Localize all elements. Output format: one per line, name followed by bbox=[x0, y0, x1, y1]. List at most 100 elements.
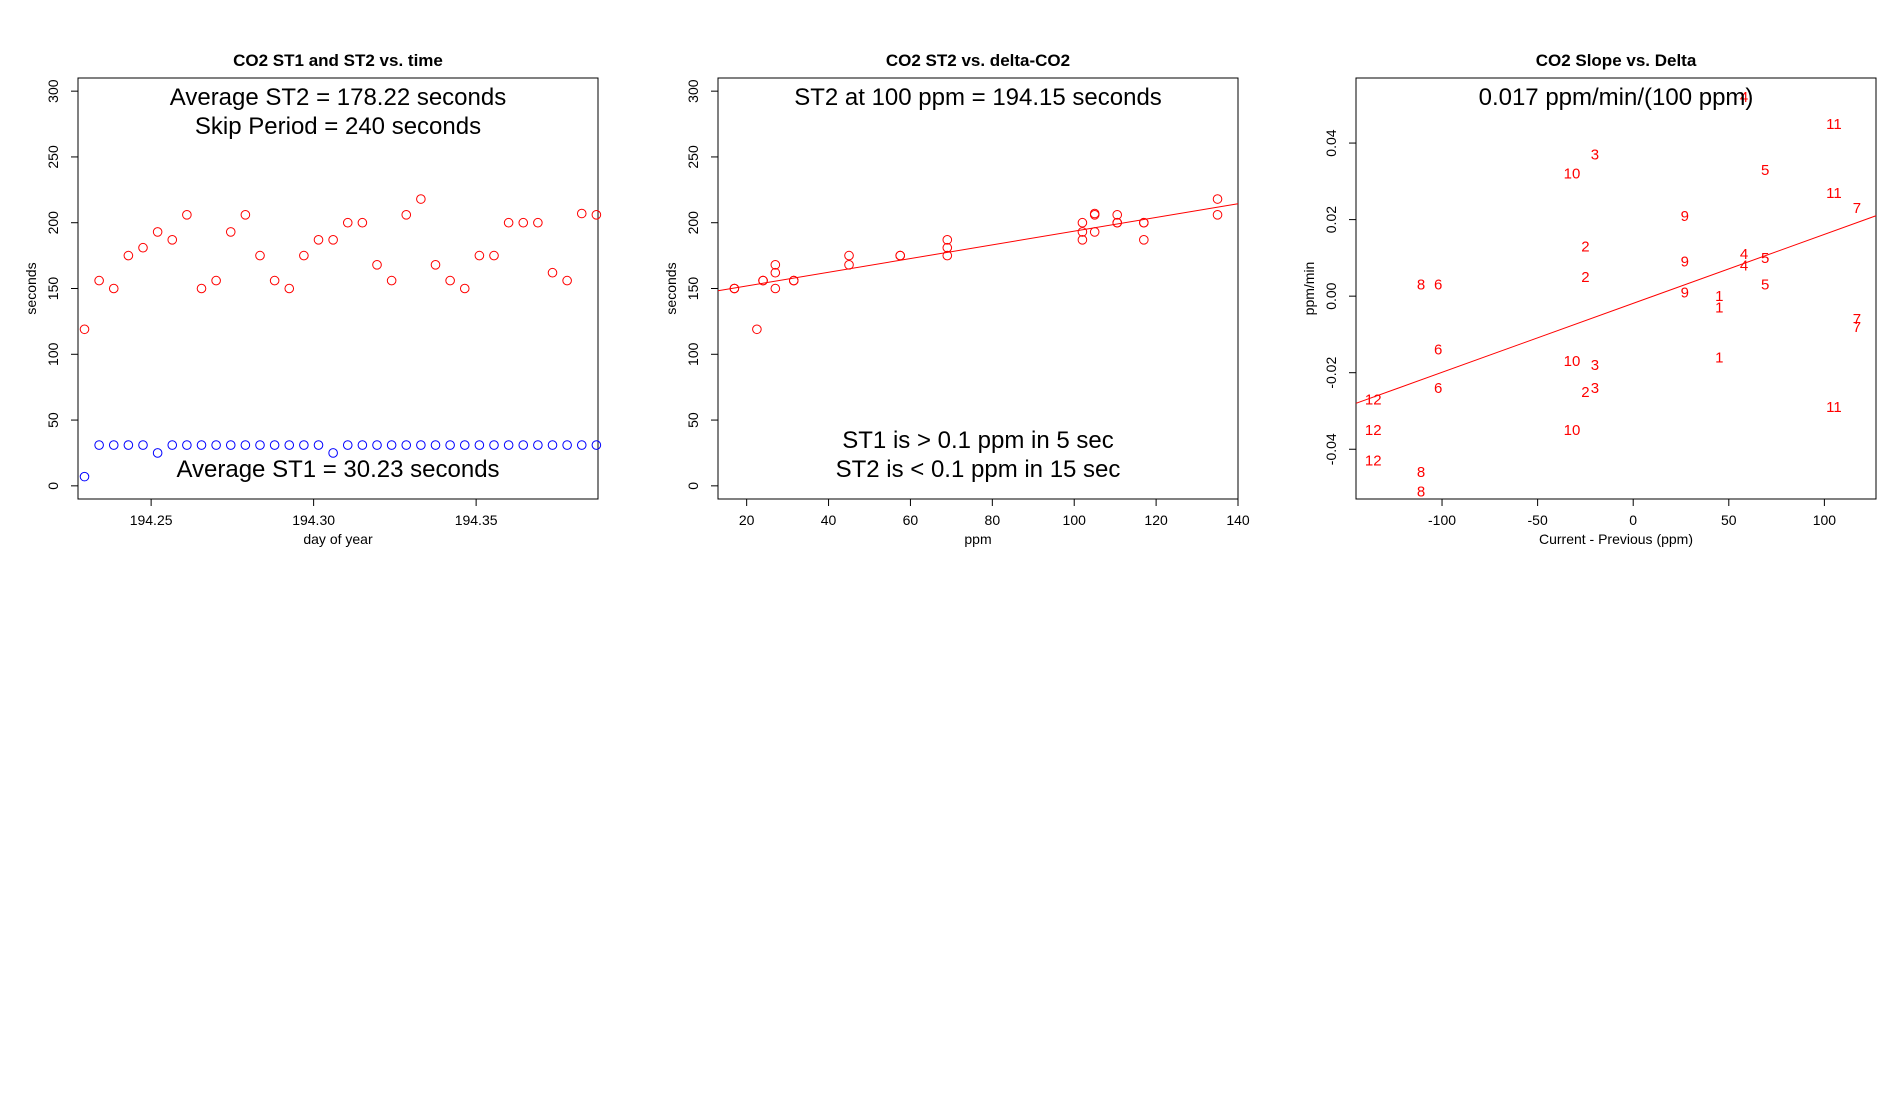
point-label: 4 bbox=[1740, 258, 1748, 275]
point-st2 bbox=[1112, 210, 1123, 220]
point-st2 bbox=[138, 242, 148, 253]
y-tick-label: 0 bbox=[685, 482, 701, 490]
point-st2 bbox=[79, 324, 90, 335]
point-st2 bbox=[416, 194, 426, 204]
point-st1 bbox=[357, 440, 368, 450]
point-st1 bbox=[269, 440, 280, 450]
point-st2 bbox=[182, 210, 192, 220]
point-st1 bbox=[240, 440, 251, 450]
point-st2 bbox=[1212, 194, 1223, 204]
point-label: 7 bbox=[1853, 311, 1861, 328]
point-label: 10 bbox=[1564, 166, 1581, 183]
point-st1 bbox=[459, 440, 470, 450]
chart-title: CO2 Slope vs. Delta bbox=[1536, 51, 1697, 70]
x-tick-label: 80 bbox=[985, 512, 1001, 528]
point-st1 bbox=[108, 440, 119, 450]
point-st2 bbox=[770, 283, 781, 294]
point-st2 bbox=[299, 250, 309, 261]
point-st2 bbox=[474, 250, 485, 261]
y-tick-label: 300 bbox=[685, 79, 701, 103]
x-axis-label: ppm bbox=[964, 531, 991, 547]
point-st2 bbox=[196, 283, 207, 294]
point-st2 bbox=[123, 250, 134, 261]
y-axis-label: seconds bbox=[663, 262, 679, 314]
point-st1 bbox=[416, 440, 426, 450]
point-st2 bbox=[1139, 235, 1149, 245]
y-tick-label: 100 bbox=[685, 342, 701, 366]
point-st2 bbox=[1077, 235, 1088, 245]
point-st1 bbox=[167, 440, 178, 450]
y-tick-label: -0.02 bbox=[1323, 357, 1339, 389]
chart-p2: CO2 ST2 vs. delta-CO2 20 40 60 80 100 120 140 pp… bbox=[663, 51, 1250, 547]
point-label: 10 bbox=[1564, 353, 1581, 370]
y-tick-label: 0.04 bbox=[1323, 129, 1339, 156]
point-st2 bbox=[1112, 217, 1123, 228]
y-tick-label: 50 bbox=[685, 412, 701, 428]
point-st1 bbox=[533, 440, 543, 450]
point-st1 bbox=[284, 440, 295, 450]
y-tick-label: 50 bbox=[45, 412, 61, 428]
point-label: 6 bbox=[1434, 380, 1442, 397]
plot-frame bbox=[1355, 77, 1877, 500]
annotation-text: Average ST1 = 30.23 seconds bbox=[176, 456, 499, 483]
point-st2 bbox=[1089, 227, 1100, 237]
y-tick-label: 300 bbox=[45, 79, 61, 103]
x-tick-label: 50 bbox=[1721, 512, 1737, 528]
point-st1 bbox=[342, 440, 353, 450]
x-tick-label: 194.35 bbox=[455, 512, 498, 528]
annotation-text: Skip Period = 240 seconds bbox=[195, 113, 481, 140]
point-st1 bbox=[576, 440, 587, 450]
point-st2 bbox=[94, 275, 104, 286]
point-label: 5 bbox=[1761, 250, 1769, 267]
point-st1 bbox=[474, 440, 485, 450]
point-label: 11 bbox=[1826, 399, 1842, 416]
chart-p1: CO2 ST1 and ST2 vs. time 194.25 194.30 194.… bbox=[23, 51, 602, 547]
point-st2 bbox=[386, 275, 397, 286]
point-st1 bbox=[562, 440, 572, 450]
y-tick-label: 200 bbox=[45, 211, 61, 235]
annotation-text: ST2 is < 0.1 ppm in 15 sec bbox=[836, 456, 1121, 483]
y-axis-label: ppm/min bbox=[1301, 262, 1317, 316]
point-label: 7 bbox=[1853, 200, 1861, 217]
point-st2 bbox=[269, 275, 280, 286]
point-st2 bbox=[562, 275, 572, 286]
point-st2 bbox=[518, 217, 529, 228]
point-label: 11 bbox=[1826, 116, 1842, 133]
point-st1 bbox=[547, 440, 558, 450]
x-tick-label: 140 bbox=[1226, 512, 1250, 528]
point-label: 10 bbox=[1564, 422, 1581, 439]
plot-frame bbox=[77, 77, 599, 500]
point-st2 bbox=[1077, 217, 1088, 228]
point-label: 2 bbox=[1581, 269, 1589, 286]
x-axis-label: day of year bbox=[303, 531, 373, 547]
point-st1 bbox=[518, 440, 529, 450]
point-st2 bbox=[459, 283, 470, 294]
annotation-text: ST1 is > 0.1 ppm in 5 sec bbox=[842, 427, 1113, 454]
point-label: 1 bbox=[1715, 288, 1723, 305]
x-tick-label: 0 bbox=[1629, 512, 1637, 528]
point-st2 bbox=[576, 208, 587, 219]
x-tick-label: -100 bbox=[1428, 512, 1456, 528]
y-tick-label: 100 bbox=[45, 342, 61, 366]
point-st1 bbox=[401, 440, 412, 450]
chart-title: CO2 ST1 and ST2 vs. time bbox=[233, 51, 443, 70]
point-st2 bbox=[152, 227, 163, 237]
point-label: 6 bbox=[1434, 277, 1442, 294]
point-label: 8 bbox=[1417, 464, 1425, 481]
point-st1 bbox=[313, 440, 324, 450]
point-st1 bbox=[211, 440, 221, 450]
y-tick-label: 250 bbox=[685, 145, 701, 169]
point-st2 bbox=[328, 235, 338, 245]
point-st1 bbox=[196, 440, 207, 450]
point-st2 bbox=[942, 235, 953, 245]
point-st2 bbox=[844, 260, 854, 270]
point-label: 12 bbox=[1365, 422, 1382, 439]
point-st1 bbox=[430, 440, 441, 450]
point-st1 bbox=[299, 440, 309, 450]
point-label: 11 bbox=[1826, 185, 1842, 202]
point-st2 bbox=[942, 250, 953, 261]
point-st2 bbox=[445, 275, 455, 286]
point-st2 bbox=[284, 283, 295, 294]
y-tick-label: 150 bbox=[45, 277, 61, 301]
